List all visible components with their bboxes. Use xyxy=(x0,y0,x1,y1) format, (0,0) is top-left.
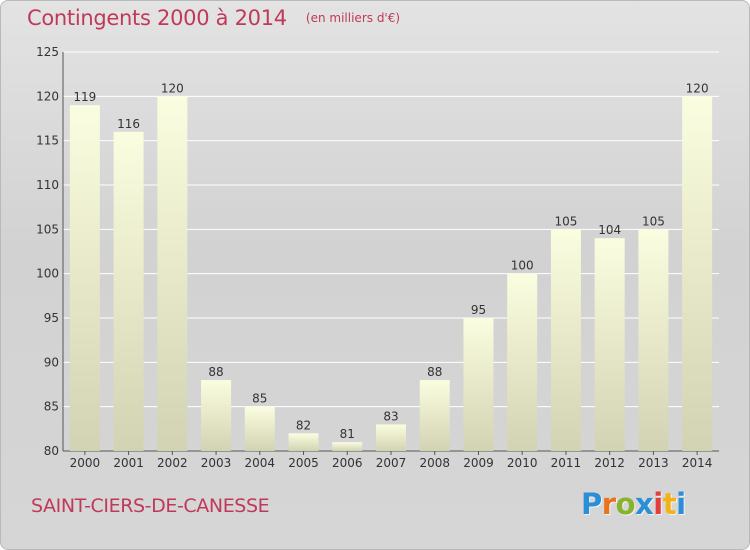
logo-letter: x xyxy=(635,487,654,521)
data-label: 116 xyxy=(117,117,140,131)
data-label: 95 xyxy=(471,303,486,317)
data-label: 100 xyxy=(511,259,534,273)
bar xyxy=(288,433,319,451)
bar xyxy=(638,229,669,451)
data-label: 120 xyxy=(686,81,709,95)
data-label: 83 xyxy=(383,409,398,423)
y-tick-label: 105 xyxy=(36,222,59,236)
bar xyxy=(157,96,188,451)
proxiti-logo[interactable]: Proxiti xyxy=(581,487,686,521)
title-row: Contingents 2000 à 2014 (en milliers d'€… xyxy=(27,6,400,30)
y-tick-label: 80 xyxy=(44,444,59,458)
x-tick-label: 2011 xyxy=(551,456,582,470)
x-tick-label: 2004 xyxy=(245,456,276,470)
bar xyxy=(682,96,713,451)
bar xyxy=(244,406,275,451)
commune-name: SAINT-CIERS-DE-CANESSE xyxy=(31,495,270,517)
bar xyxy=(69,105,100,451)
x-tick-label: 2013 xyxy=(638,456,669,470)
y-tick-label: 85 xyxy=(44,400,59,414)
x-tick-label: 2002 xyxy=(157,456,188,470)
bar xyxy=(201,380,232,451)
data-label: 88 xyxy=(208,365,223,379)
y-tick-label: 125 xyxy=(36,45,59,59)
x-tick-label: 2008 xyxy=(419,456,450,470)
bar xyxy=(376,424,406,451)
data-label: 81 xyxy=(340,427,355,441)
y-tick-label: 120 xyxy=(36,89,59,103)
y-tick-label: 100 xyxy=(36,267,59,281)
chart-title: Contingents 2000 à 2014 xyxy=(27,6,287,30)
bar xyxy=(332,442,363,451)
data-label: 104 xyxy=(598,223,621,237)
x-tick-label: 2010 xyxy=(507,456,538,470)
y-tick-label: 90 xyxy=(44,355,59,369)
bar xyxy=(594,238,625,451)
bar xyxy=(550,229,581,451)
logo-letter: i xyxy=(653,487,663,521)
x-tick-label: 2006 xyxy=(332,456,363,470)
x-tick-label: 2009 xyxy=(463,456,494,470)
bar xyxy=(463,318,494,451)
logo-letter: r xyxy=(601,487,616,521)
data-label: 88 xyxy=(427,365,442,379)
logo-letter: i xyxy=(676,487,686,521)
y-tick-label: 110 xyxy=(36,178,59,192)
x-tick-label: 2007 xyxy=(376,456,407,470)
y-tick-label: 95 xyxy=(44,311,59,325)
data-label: 119 xyxy=(73,90,96,104)
chart-unit: (en milliers d'€) xyxy=(305,11,401,25)
bar xyxy=(507,273,538,451)
data-label: 85 xyxy=(252,392,267,406)
data-label: 105 xyxy=(642,214,665,228)
data-label: 120 xyxy=(161,81,184,95)
x-tick-label: 2001 xyxy=(113,456,144,470)
x-tick-label: 2000 xyxy=(70,456,101,470)
logo-letter: t xyxy=(662,487,677,521)
logo-letter: o xyxy=(615,487,636,521)
logo-letter: P xyxy=(581,487,602,521)
x-tick-label: 2005 xyxy=(288,456,319,470)
x-tick-label: 2003 xyxy=(201,456,232,470)
data-label: 105 xyxy=(554,214,577,228)
x-tick-label: 2012 xyxy=(594,456,625,470)
data-label: 82 xyxy=(296,418,311,432)
bar xyxy=(419,380,450,451)
x-tick-label: 2014 xyxy=(682,456,713,470)
y-tick-label: 115 xyxy=(36,134,59,148)
bar xyxy=(113,131,144,452)
